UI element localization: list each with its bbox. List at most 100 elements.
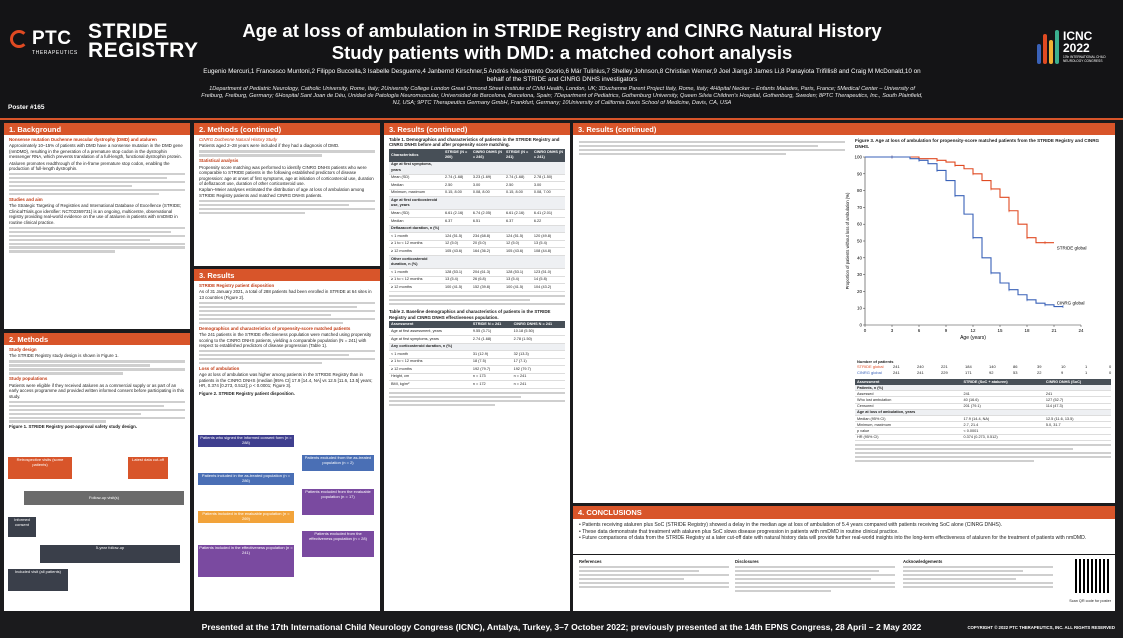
table1-cell: 3.00 [470,181,504,190]
table1-row: Other corticosteroid duration, n (%) [389,255,565,269]
table1-cell: Median [389,217,443,226]
icnc-logo: ICNC 2022 17th INTERNATIONAL CHILD NEURO… [1037,24,1115,70]
qr-caption: Scan QR code for poster [1069,599,1111,603]
table1-cell: 6.41 (2.01) [531,209,565,218]
risk-value: 1 [1085,364,1088,369]
references-section: References Disclosures Acknowledgements … [573,555,1115,611]
icnc-sub: 17th INTERNATIONAL CHILD NEUROLOGY CONGR… [1063,55,1106,63]
fig1-cutoff-box: Latest data cut-off [128,457,168,479]
table1-cell: Mean (SD) [389,209,443,218]
risk-value: 140 [989,364,996,369]
table2-cell: ≥ 1 to < 12 months [389,358,471,367]
risk-row: CINRG global 241 241 229 171 92 53 22 9 1 0 [857,370,1111,376]
paragraph: Patients aged 2–28 years were included i… [199,143,340,149]
table2-row: BMI, kg/m² n = 172 n = 241 [389,380,565,390]
table1-cell [531,225,565,234]
risk-value: 22 [1037,370,1042,375]
table1-row: Deflazacort duration, n (%) [389,225,565,234]
results-continued-section: 3. Results (continued) Table 1. Demograp… [384,123,570,611]
subheading: Demographics and characteristics of prop… [199,325,351,331]
table1-cell: 0.08, 7.00 [531,189,565,198]
risk-value: 92 [989,370,994,375]
table1-cell: ≥ 12 months [389,247,443,256]
risk-value: 184 [965,364,972,369]
table1-cell: 105 (43.6) [503,247,532,256]
subheading: STRIDE Registry patient disposition [199,283,275,288]
results-text-left [579,139,845,499]
qr-code-icon[interactable] [1075,559,1109,593]
y-tick-label: 10 [857,306,863,311]
table1-cell [470,196,504,211]
y-tick-label: 30 [857,272,863,277]
table2-row: Age at first assessment, years 9.55 (3.71… [389,328,565,336]
acknowledgements-heading: Acknowledgements [903,559,943,564]
risk-value: 39 [1037,364,1042,369]
fig2-exclusion-3: Patients excluded from the effectiveness… [302,531,374,557]
table3-cell: Minimum, maximum [855,421,962,429]
risk-value: 0 [1109,370,1112,375]
table2-cell: 2.78 (1.50) [511,335,565,344]
table1-cell: 152 (39.8) [470,283,504,292]
header: PTC THERAPEUTICS STRIDE REGISTRY Age at … [0,0,1123,120]
table2-cell: < 1 month [389,350,471,359]
icnc-bars-icon [1037,28,1059,64]
disclosures: Disclosures [735,559,895,593]
table2-cell: n = 241 [511,380,565,390]
y-tick-label: 80 [857,188,863,193]
table1-cell: 6.61 (2.16) [442,209,471,218]
x-tick-label: 12 [970,328,976,333]
table2-cell: 10.18 (5.50) [511,328,565,336]
ptc-ring-icon [10,30,28,48]
table1-header: STRIDE (N = 241) [503,148,532,162]
table3-cell: 2.7, 21.4 [961,421,1044,429]
text-block [9,173,185,196]
table2-row: Height, cm n = 173 n = 241 [389,373,565,382]
x-tick-label: 21 [1051,328,1057,333]
table1-cell: 124 (51.5) [503,232,532,241]
table1-cell: ≥ 1 to < 12 months [389,276,443,285]
poster-title: Age at loss of ambulation in STRIDE Regi… [242,20,882,63]
table3-header: Assessment [855,379,962,385]
conclusion-bullet: • Patients receiving ataluren plus SoC (… [579,522,1003,528]
table3-cell: Median (95% CI) [855,415,962,423]
table1-row: Median 6.37 6.51 6.37 6.22 [389,217,565,226]
table3-row: HR (95% CI) 0.374 (0.273, 0.512) [855,434,1111,441]
table3-cell: 17.9 (14.4, NA) [961,415,1044,423]
table3-cell: Assessed [855,390,962,398]
table3-cell: 5.0, 31.7 [1043,421,1111,429]
table3-cell [1043,409,1111,416]
table1-header: CINRG DNHS (N = 241) [531,148,565,162]
table3-header: STRIDE (SoC + ataluren) [961,379,1044,385]
paragraph: Propensity score matching was performed … [199,164,374,186]
y-tick-label: 40 [857,255,863,260]
km-line-stride [865,156,1054,244]
table1-header: Characteristics [389,148,443,162]
paragraph: Ataluren promotes readthrough of the in-… [9,160,170,172]
table1-cell [503,225,532,234]
table3-row: Patients, n (%) [855,385,1111,392]
table1-cell [442,196,471,211]
table2-header: Assessment [389,320,471,329]
text-block [199,150,375,157]
table1-cell: 108 (44.8) [531,247,565,256]
figure-1: Retrospective visits (some patients) Lat… [4,455,190,605]
table1-cell: 13 (5.4) [531,240,565,249]
table3-cell: 201 (79.1) [961,403,1044,410]
subheading: Nonsense mutation Duchenne muscular dyst… [9,137,157,142]
table1-row: Age at first symptoms, years [389,161,565,175]
table1-cell: 6.22 [531,217,565,226]
table1-cell: 128 (53.1) [503,268,532,277]
table1-cell: 204 (61.3) [470,268,504,277]
table3-cell [961,385,1044,392]
section-heading: 3. Results (continued) [573,123,1115,135]
y-tick-label: 70 [857,205,863,210]
risk-row-label: STRIDE global [857,364,884,369]
table1-cell: 2.50 [503,181,532,190]
table-footnote [389,294,565,306]
conclusions-list: • Patients receiving ataluren plus SoC (… [573,519,1115,545]
risk-value: 86 [1013,364,1018,369]
table1-cell: 2.78 (1.50) [531,174,565,183]
table-1: Characteristics STRIDE (N = 260) CINRG DNH… [389,148,565,292]
authors: Eugenio Mercuri,1 Francesco Muntoni,2 Fi… [203,68,921,84]
risk-value: 9 [1061,370,1064,375]
